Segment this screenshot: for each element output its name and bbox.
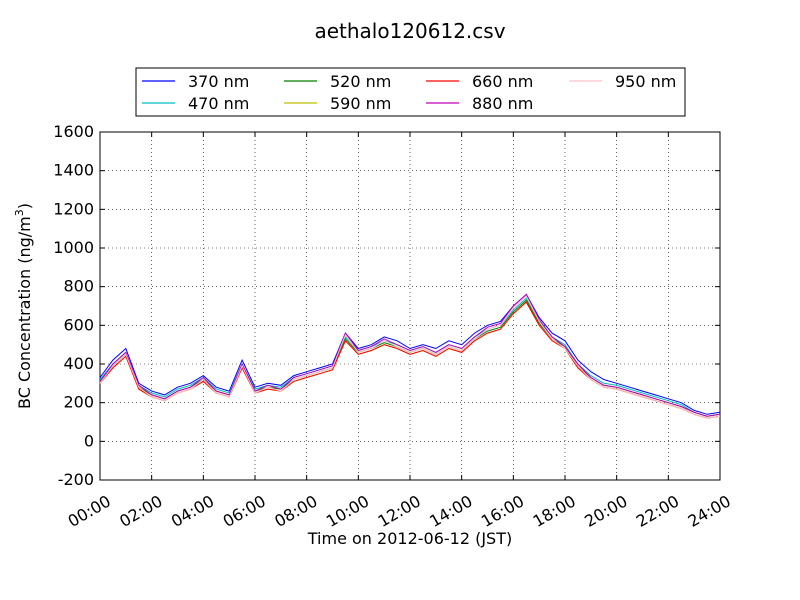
y-tick-label: 0 bbox=[84, 431, 94, 450]
x-tick-label: 18:00 bbox=[530, 491, 579, 531]
y-axis-label: BC Concentration (ng/m3) bbox=[13, 203, 34, 409]
y-axis-label-sup: 3 bbox=[13, 209, 26, 216]
x-tick-label: 04:00 bbox=[168, 491, 217, 531]
legend: 370 nm 470 nm 520 nm 590 nm 660 nm 880 nm 950 … bbox=[136, 68, 685, 116]
y-tick-label: 200 bbox=[63, 393, 94, 412]
x-tick-label: 20:00 bbox=[581, 491, 630, 531]
x-tick-label: 24:00 bbox=[685, 491, 734, 531]
legend-label: 590 nm bbox=[330, 94, 391, 113]
x-tick-label: 16:00 bbox=[478, 491, 527, 531]
x-tick-label: 08:00 bbox=[271, 491, 320, 531]
x-tick-labels: 00:00 02:00 04:00 06:00 08:00 10:00 12:00 14:00… bbox=[65, 491, 734, 531]
x-tick-label: 12:00 bbox=[375, 491, 424, 531]
bc-concentration-chart: aethalo120612.csv 00:00 02:00 04:00 06:00 08… bbox=[0, 0, 800, 600]
x-tick-label: 02:00 bbox=[116, 491, 165, 531]
x-tick-label: 10:00 bbox=[323, 491, 372, 531]
legend-label: 950 nm bbox=[615, 72, 676, 91]
y-tick-label: 1000 bbox=[53, 238, 94, 257]
y-tick-label: 800 bbox=[63, 277, 94, 296]
x-tick-label: 06:00 bbox=[220, 491, 269, 531]
legend-label: 660 nm bbox=[472, 72, 533, 91]
x-tick-label: 14:00 bbox=[426, 491, 475, 531]
plot-area bbox=[100, 132, 720, 480]
chart-title: aethalo120612.csv bbox=[314, 19, 505, 43]
legend-label: 470 nm bbox=[188, 94, 249, 113]
legend-label: 520 nm bbox=[330, 72, 391, 91]
y-tick-label: 1200 bbox=[53, 199, 94, 218]
legend-label: 880 nm bbox=[472, 94, 533, 113]
y-tick-label: 1400 bbox=[53, 161, 94, 180]
y-axis-label-close: ) bbox=[15, 203, 34, 209]
y-tick-label: 1600 bbox=[53, 122, 94, 141]
y-tick-label: 400 bbox=[63, 354, 94, 373]
y-tick-label: 600 bbox=[63, 315, 94, 334]
x-axis-label: Time on 2012-06-12 (JST) bbox=[307, 529, 512, 548]
x-tick-label: 22:00 bbox=[633, 491, 682, 531]
y-axis-label-main: BC Concentration (ng/m bbox=[15, 216, 34, 409]
y-tick-label: -200 bbox=[58, 470, 94, 489]
x-tick-label: 00:00 bbox=[65, 491, 114, 531]
legend-label: 370 nm bbox=[188, 72, 249, 91]
y-tick-labels: -200 0 200 400 600 800 1000 1200 1400 1600 bbox=[53, 122, 94, 489]
